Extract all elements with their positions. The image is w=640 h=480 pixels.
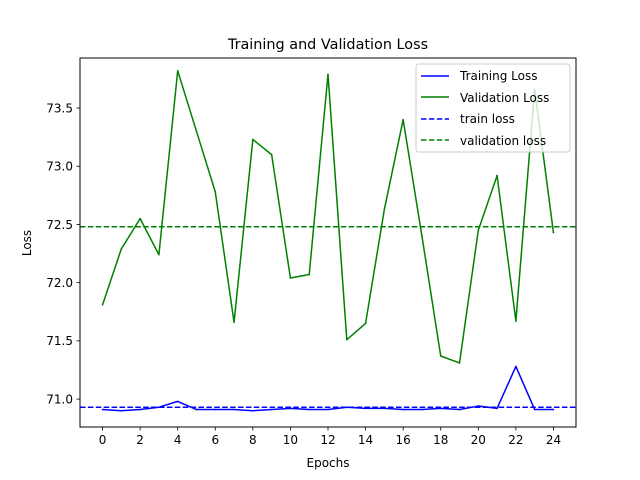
chart-title: Training and Validation Loss	[227, 37, 428, 53]
data-point-validation-loss-10	[289, 277, 292, 279]
data-point-validation-loss-2	[139, 217, 141, 220]
data-point-training-loss-13	[345, 406, 348, 409]
x-tick-label-8: 8	[249, 433, 257, 447]
x-tick-label-2: 2	[136, 433, 144, 447]
data-point-validation-loss-24	[552, 231, 555, 234]
data-point-training-loss-2	[139, 408, 141, 411]
y-tick-label-72.0: 72.0	[46, 276, 73, 290]
data-point-validation-loss-11	[308, 273, 311, 276]
data-point-validation-loss-12	[327, 73, 329, 76]
data-point-training-loss-12	[327, 408, 329, 411]
x-tick-label-4: 4	[174, 433, 182, 447]
data-point-validation-loss-17	[421, 235, 423, 237]
y-tick-label-73.0: 73.0	[46, 160, 73, 174]
x-tick-label-12: 12	[320, 433, 335, 447]
data-point-training-loss-18	[439, 407, 442, 410]
x-tick-label-24: 24	[546, 433, 561, 447]
x-axis-ticks: 0 2 4 6 8 10 12 14 16 18 20 22 24	[99, 427, 561, 447]
x-axis-label: Epochs	[307, 456, 350, 470]
series-layer	[101, 70, 555, 412]
data-point-validation-loss-18	[439, 355, 442, 357]
data-point-validation-loss-5	[195, 130, 198, 133]
x-tick-label-20: 20	[471, 433, 486, 447]
data-point-validation-loss-13	[345, 338, 348, 341]
data-point-training-loss-19	[458, 408, 461, 411]
y-tick-label-71.0: 71.0	[46, 392, 73, 406]
legend-label-training-loss: Training Loss	[459, 69, 537, 83]
data-point-training-loss-14	[364, 407, 367, 410]
data-point-training-loss-7	[233, 408, 235, 411]
x-tick-label-0: 0	[99, 433, 107, 447]
data-point-validation-loss-8	[252, 138, 254, 141]
data-point-training-loss-16	[402, 408, 404, 411]
x-tick-label-6: 6	[211, 433, 219, 447]
x-tick-label-10: 10	[283, 433, 298, 447]
data-point-training-loss-21	[496, 407, 498, 410]
data-point-validation-loss-4	[176, 70, 179, 72]
data-point-validation-loss-6	[214, 191, 217, 193]
data-point-training-loss-8	[252, 409, 254, 412]
data-point-validation-loss-19	[458, 362, 461, 364]
data-point-training-loss-23	[533, 408, 536, 411]
data-point-validation-loss-7	[233, 321, 235, 324]
y-axis-ticks: 71.0 71.5 72.0 72.5 73.0 73.5	[46, 101, 80, 406]
y-tick-label-73.5: 73.5	[46, 101, 73, 115]
y-tick-label-71.5: 71.5	[46, 334, 73, 348]
legend-label-validation-loss: Validation Loss	[460, 91, 549, 105]
x-tick-label-18: 18	[433, 433, 448, 447]
data-point-training-loss-6	[214, 408, 217, 411]
data-point-validation-loss-9	[270, 153, 273, 156]
y-axis-label: Loss	[20, 230, 34, 256]
data-point-training-loss-9	[270, 408, 273, 411]
data-point-training-loss-24	[552, 408, 555, 411]
x-tick-label-14: 14	[358, 433, 373, 447]
data-point-validation-loss-21	[496, 174, 498, 177]
x-tick-label-22: 22	[508, 433, 523, 447]
data-point-validation-loss-20	[477, 229, 480, 232]
x-tick-label-16: 16	[396, 433, 411, 447]
legend-label-validation-loss-mean: validation loss	[460, 134, 546, 148]
data-point-validation-loss-0	[101, 303, 104, 306]
data-point-training-loss-11	[308, 408, 311, 411]
data-point-training-loss-15	[383, 407, 386, 410]
data-point-training-loss-4	[176, 400, 179, 403]
legend-box	[415, 63, 571, 153]
data-point-validation-loss-22	[515, 320, 517, 322]
data-point-training-loss-22	[515, 365, 517, 368]
y-tick-label-72.5: 72.5	[46, 218, 73, 232]
data-point-training-loss-20	[477, 405, 480, 407]
data-point-training-loss-1	[120, 409, 123, 412]
data-point-training-loss-5	[195, 408, 198, 411]
data-point-training-loss-17	[421, 408, 423, 411]
legend-label-train-loss: train loss	[460, 112, 515, 126]
data-point-training-loss-10	[289, 407, 292, 410]
data-point-validation-loss-15	[383, 208, 386, 211]
reference-lines-layer	[80, 226, 576, 408]
data-point-validation-loss-14	[364, 322, 367, 325]
data-point-validation-loss-1	[120, 248, 123, 250]
data-point-validation-loss-16	[402, 118, 404, 121]
data-point-validation-loss-3	[158, 253, 160, 256]
data-point-training-loss-0	[101, 408, 104, 411]
legend: Training Loss Validation Loss train loss…	[415, 63, 571, 153]
